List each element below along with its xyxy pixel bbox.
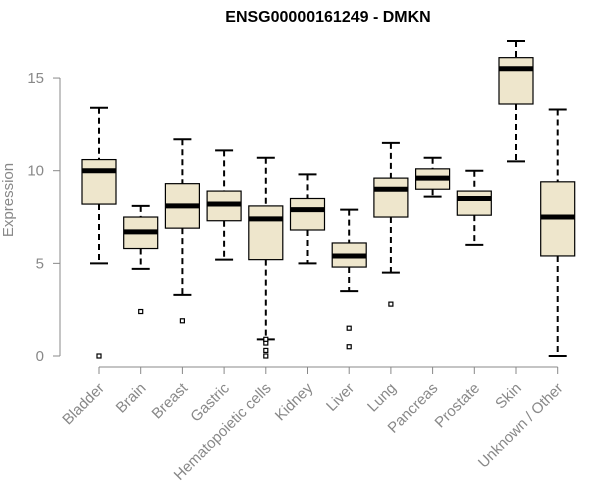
box-lung <box>373 141 409 307</box>
y-axis: 0 5 10 15 <box>27 70 61 365</box>
iqr-box <box>373 177 409 218</box>
y-tick-label: 15 <box>27 70 44 87</box>
iqr-box <box>81 158 117 205</box>
x-tick-label: Lung <box>364 380 400 416</box>
box-prostate <box>456 169 492 246</box>
box-breast <box>164 138 200 324</box>
box-brain <box>123 204 159 315</box>
box-unknown-other <box>540 108 576 357</box>
iqr-box <box>289 197 326 231</box>
x-tick-label: Skin <box>492 380 525 413</box>
x-tick-label: Bladder <box>59 380 108 429</box>
iqr-box <box>498 57 534 105</box>
y-tick-label: 10 <box>27 163 44 180</box>
x-tick-label: Prostate <box>432 380 484 432</box>
box-gastric <box>206 149 242 261</box>
y-tick-label: 5 <box>36 255 44 272</box>
box-liver <box>331 208 367 350</box>
box-bladder <box>81 106 117 359</box>
y-axis-label: Expression <box>0 163 17 237</box>
outlier-point <box>263 336 269 342</box>
box-hematopoietic-cells <box>248 156 284 359</box>
x-tick-label: Liver <box>323 380 358 415</box>
outlier-point <box>346 325 352 331</box>
boxes-group <box>81 39 576 359</box>
box-pancreas <box>415 156 451 198</box>
box-kidney <box>289 173 326 265</box>
iqr-box <box>456 190 492 216</box>
x-tick-label: Breast <box>149 379 192 422</box>
outlier-point <box>138 308 144 315</box>
outlier-point <box>96 353 102 359</box>
outlier-point <box>263 353 269 359</box>
outlier-point <box>263 347 269 354</box>
outlier-point <box>388 301 394 307</box>
outlier-point <box>179 318 185 324</box>
iqr-box <box>248 205 284 261</box>
x-tick-label: Brain <box>113 380 150 417</box>
y-tick-label: 0 <box>36 348 44 365</box>
x-tick-label: Kidney <box>272 379 317 424</box>
box-skin <box>498 39 534 163</box>
outlier-point <box>346 344 352 350</box>
chart-title: ENSG00000161249 - DMKN <box>225 9 430 26</box>
